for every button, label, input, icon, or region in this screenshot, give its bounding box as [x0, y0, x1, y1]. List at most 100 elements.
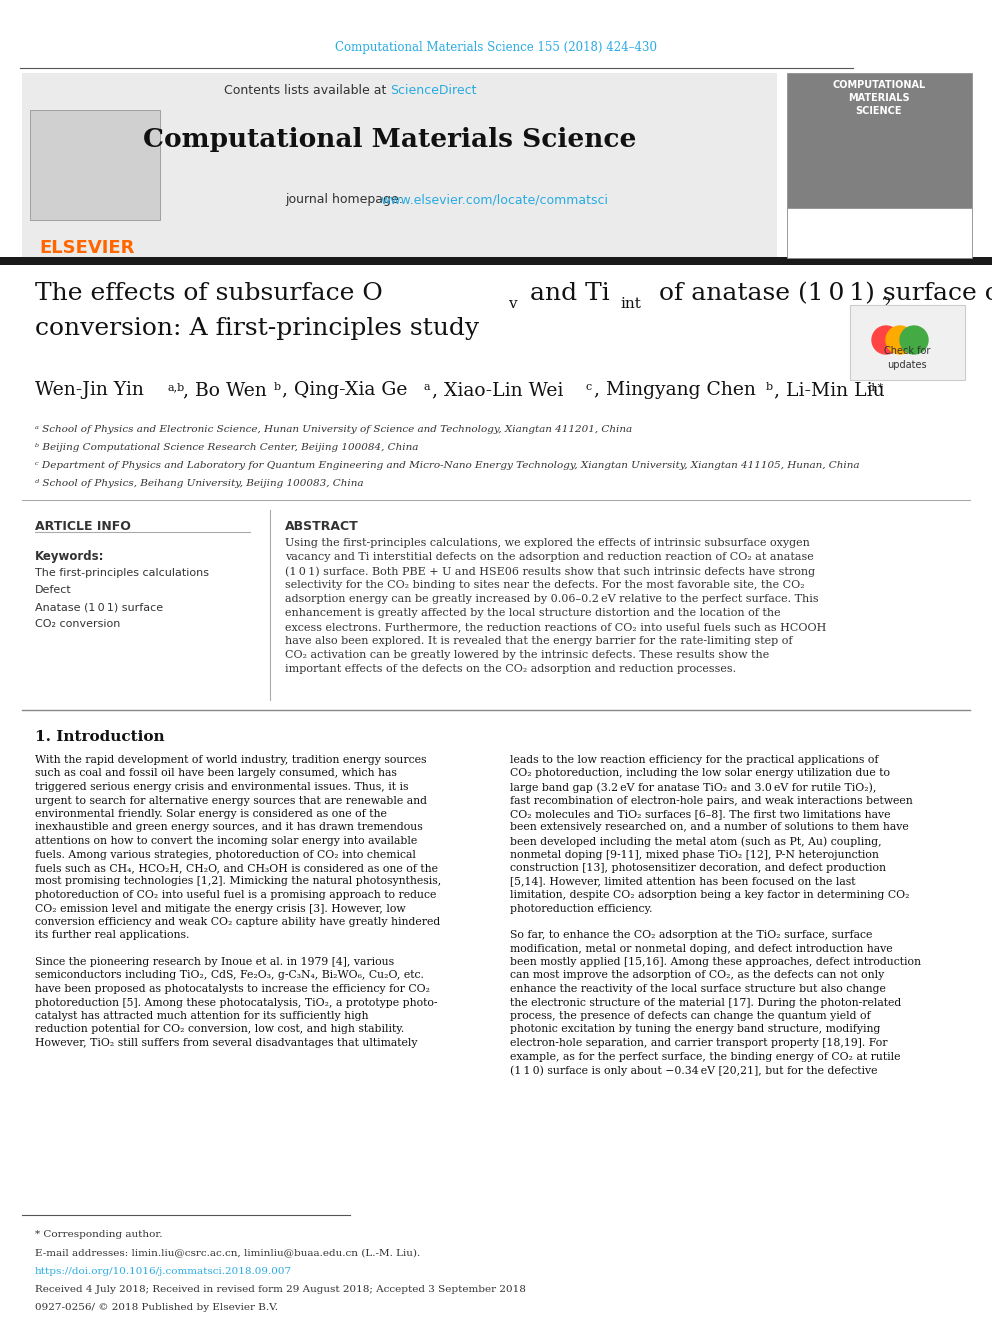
- Text: have been proposed as photocatalysts to increase the efficiency for CO₂: have been proposed as photocatalysts to …: [35, 984, 430, 994]
- Text: can most improve the adsorption of CO₂, as the defects can not only: can most improve the adsorption of CO₂, …: [510, 971, 884, 980]
- Text: b: b: [766, 382, 773, 392]
- Text: b: b: [274, 382, 281, 392]
- Text: construction [13], photosensitizer decoration, and defect production: construction [13], photosensitizer decor…: [510, 863, 886, 873]
- Text: example, as for the perfect surface, the binding energy of CO₂ at rutile: example, as for the perfect surface, the…: [510, 1052, 901, 1061]
- Circle shape: [886, 325, 914, 355]
- Text: have also been explored. It is revealed that the energy barrier for the rate-lim: have also been explored. It is revealed …: [285, 636, 793, 646]
- Text: ScienceDirect: ScienceDirect: [390, 83, 476, 97]
- Text: photoreduction of CO₂ into useful fuel is a promising approach to reduce: photoreduction of CO₂ into useful fuel i…: [35, 890, 436, 900]
- Text: conversion efficiency and weak CO₂ capture ability have greatly hindered: conversion efficiency and weak CO₂ captu…: [35, 917, 440, 927]
- Text: fuels. Among various strategies, photoreduction of CO₂ into chemical: fuels. Among various strategies, photore…: [35, 849, 416, 860]
- Text: CO₂ molecules and TiO₂ surfaces [6–8]. The first two limitations have: CO₂ molecules and TiO₂ surfaces [6–8]. T…: [510, 808, 891, 819]
- Text: ELSEVIER: ELSEVIER: [40, 239, 135, 257]
- Text: a,b: a,b: [168, 382, 186, 392]
- Text: ABSTRACT: ABSTRACT: [285, 520, 359, 533]
- Text: catalyst has attracted much attention for its sufficiently high: catalyst has attracted much attention fo…: [35, 1011, 368, 1021]
- Text: electron-hole separation, and carrier transport property [18,19]. For: electron-hole separation, and carrier tr…: [510, 1039, 888, 1048]
- Text: inexhaustible and green energy sources, and it has drawn tremendous: inexhaustible and green energy sources, …: [35, 823, 423, 832]
- Text: excess electrons. Furthermore, the reduction reactions of CO₂ into useful fuels : excess electrons. Furthermore, the reduc…: [285, 622, 826, 632]
- Text: d,*: d,*: [868, 382, 884, 392]
- Text: photonic excitation by tuning the energy band structure, modifying: photonic excitation by tuning the energy…: [510, 1024, 880, 1035]
- Text: Wen-Jin Yin: Wen-Jin Yin: [35, 381, 144, 400]
- Text: (1 0 1) surface. Both PBE + U and HSE06 results show that such intrinsic defects: (1 0 1) surface. Both PBE + U and HSE06 …: [285, 566, 815, 577]
- Text: v: v: [508, 296, 517, 311]
- Text: 0927-0256/ © 2018 Published by Elsevier B.V.: 0927-0256/ © 2018 Published by Elsevier …: [35, 1303, 278, 1312]
- Text: fuels such as CH₄, HCO₂H, CH₂O, and CH₃OH is considered as one of the: fuels such as CH₄, HCO₂H, CH₂O, and CH₃O…: [35, 863, 438, 873]
- Text: * Corresponding author.: * Corresponding author.: [35, 1230, 163, 1240]
- Text: process, the presence of defects can change the quantum yield of: process, the presence of defects can cha…: [510, 1011, 871, 1021]
- Text: CO₂ emission level and mitigate the energy crisis [3]. However, low: CO₂ emission level and mitigate the ener…: [35, 904, 406, 913]
- Text: most promising technologies [1,2]. Mimicking the natural photosynthesis,: most promising technologies [1,2]. Mimic…: [35, 877, 441, 886]
- Text: Contents lists available at: Contents lists available at: [223, 83, 390, 97]
- Bar: [22, 73, 177, 258]
- Text: Keywords:: Keywords:: [35, 550, 104, 564]
- Text: been mostly applied [15,16]. Among these approaches, defect introduction: been mostly applied [15,16]. Among these…: [510, 957, 921, 967]
- Bar: [850, 306, 965, 380]
- Circle shape: [900, 325, 928, 355]
- Bar: [30, 110, 160, 220]
- Text: , Bo Wen: , Bo Wen: [183, 381, 267, 400]
- Text: COMPUTATIONAL
MATERIALS
SCIENCE: COMPUTATIONAL MATERIALS SCIENCE: [832, 79, 926, 116]
- Text: ᵇ Beijing Computational Science Research Center, Beijing 100084, China: ᵇ Beijing Computational Science Research…: [35, 443, 419, 452]
- Text: leads to the low reaction efficiency for the practical applications of: leads to the low reaction efficiency for…: [510, 755, 879, 765]
- Text: photoreduction efficiency.: photoreduction efficiency.: [510, 904, 653, 913]
- Text: large band gap (3.2 eV for anatase TiO₂ and 3.0 eV for rutile TiO₂),: large band gap (3.2 eV for anatase TiO₂ …: [510, 782, 876, 792]
- Text: such as coal and fossil oil have been largely consumed, which has: such as coal and fossil oil have been la…: [35, 769, 397, 778]
- Text: Since the pioneering research by Inoue et al. in 1979 [4], various: Since the pioneering research by Inoue e…: [35, 957, 394, 967]
- Text: semiconductors including TiO₂, CdS, Fe₂O₃, g-C₃N₄, Bi₂WO₆, Cu₂O, etc.: semiconductors including TiO₂, CdS, Fe₂O…: [35, 971, 424, 980]
- Bar: [787, 73, 972, 258]
- Text: , Qing-Xia Ge: , Qing-Xia Ge: [282, 381, 408, 400]
- Text: urgent to search for alternative energy sources that are renewable and: urgent to search for alternative energy …: [35, 795, 427, 806]
- Text: Received 4 July 2018; Received in revised form 29 August 2018; Accepted 3 Septem: Received 4 July 2018; Received in revise…: [35, 1285, 526, 1294]
- Text: Computational Materials Science: Computational Materials Science: [143, 127, 637, 152]
- Text: been developed including the metal atom (such as Pt, Au) coupling,: been developed including the metal atom …: [510, 836, 882, 847]
- Text: been extensively researched on, and a number of solutions to them have: been extensively researched on, and a nu…: [510, 823, 909, 832]
- Text: Computational Materials Science 155 (2018) 424–430: Computational Materials Science 155 (201…: [335, 41, 657, 54]
- Text: CO₂ conversion: CO₂ conversion: [35, 619, 120, 628]
- Bar: [22, 73, 777, 258]
- Text: adsorption energy can be greatly increased by 0.06–0.2 eV relative to the perfec: adsorption energy can be greatly increas…: [285, 594, 818, 605]
- Bar: [787, 208, 972, 258]
- Text: photoreduction [5]. Among these photocatalysis, TiO₂, a prototype photo-: photoreduction [5]. Among these photocat…: [35, 998, 437, 1008]
- Text: the electronic structure of the material [17]. During the photon-related: the electronic structure of the material…: [510, 998, 902, 1008]
- Text: https://doi.org/10.1016/j.commatsci.2018.09.007: https://doi.org/10.1016/j.commatsci.2018…: [35, 1267, 292, 1275]
- Text: a: a: [424, 382, 431, 392]
- Text: journal homepage:: journal homepage:: [285, 193, 407, 206]
- Text: fast recombination of electron-hole pairs, and weak interactions between: fast recombination of electron-hole pair…: [510, 795, 913, 806]
- Text: ᶜ Department of Physics and Laboratory for Quantum Engineering and Micro-Nano En: ᶜ Department of Physics and Laboratory f…: [35, 460, 859, 470]
- Text: int: int: [620, 296, 641, 311]
- Text: However, TiO₂ still suffers from several disadvantages that ultimately: However, TiO₂ still suffers from several…: [35, 1039, 418, 1048]
- Text: conversion: A first-principles study: conversion: A first-principles study: [35, 318, 479, 340]
- Text: enhancement is greatly affected by the local structure distortion and the locati: enhancement is greatly affected by the l…: [285, 609, 781, 618]
- Text: enhance the reactivity of the local surface structure but also change: enhance the reactivity of the local surf…: [510, 984, 886, 994]
- Text: (1 1 0) surface is only about −0.34 eV [20,21], but for the defective: (1 1 0) surface is only about −0.34 eV […: [510, 1065, 878, 1076]
- Text: limitation, despite CO₂ adsorption being a key factor in determining CO₂: limitation, despite CO₂ adsorption being…: [510, 890, 910, 900]
- Text: , Xiao-Lin Wei: , Xiao-Lin Wei: [432, 381, 563, 400]
- Text: CO₂ activation can be greatly lowered by the intrinsic defects. These results sh: CO₂ activation can be greatly lowered by…: [285, 650, 769, 660]
- Text: environmental friendly. Solar energy is considered as one of the: environmental friendly. Solar energy is …: [35, 808, 387, 819]
- Text: , Mingyang Chen: , Mingyang Chen: [594, 381, 756, 400]
- Text: E-mail addresses: limin.liu@csrc.ac.cn, liminliu@buaa.edu.cn (L.-M. Liu).: E-mail addresses: limin.liu@csrc.ac.cn, …: [35, 1248, 421, 1257]
- Text: c: c: [586, 382, 592, 392]
- Text: With the rapid development of world industry, tradition energy sources: With the rapid development of world indu…: [35, 755, 427, 765]
- Text: reduction potential for CO₂ conversion, low cost, and high stability.: reduction potential for CO₂ conversion, …: [35, 1024, 405, 1035]
- Text: vacancy and Ti interstitial defects on the adsorption and reduction reaction of : vacancy and Ti interstitial defects on t…: [285, 552, 813, 562]
- Text: Using the first-principles calculations, we explored the effects of intrinsic su: Using the first-principles calculations,…: [285, 538, 809, 548]
- Text: attentions on how to convert the incoming solar energy into available: attentions on how to convert the incomin…: [35, 836, 418, 845]
- Text: ARTICLE INFO: ARTICLE INFO: [35, 520, 131, 533]
- Text: selectivity for the CO₂ binding to sites near the defects. For the most favorabl: selectivity for the CO₂ binding to sites…: [285, 579, 805, 590]
- Text: The effects of subsurface O: The effects of subsurface O: [35, 282, 383, 306]
- Bar: [0, 257, 992, 265]
- Text: CO₂ photoreduction, including the low solar energy utilization due to: CO₂ photoreduction, including the low so…: [510, 769, 890, 778]
- Text: triggered serious energy crisis and environmental issues. Thus, it is: triggered serious energy crisis and envi…: [35, 782, 409, 792]
- Text: [5,14]. However, limited attention has been focused on the last: [5,14]. However, limited attention has b…: [510, 877, 855, 886]
- Text: and Ti: and Ti: [522, 282, 610, 306]
- Text: ᵈ School of Physics, Beihang University, Beijing 100083, China: ᵈ School of Physics, Beihang University,…: [35, 479, 363, 488]
- Text: Defect: Defect: [35, 585, 71, 595]
- Text: , Li-Min Liu: , Li-Min Liu: [774, 381, 885, 400]
- Text: 2: 2: [882, 296, 892, 311]
- Text: ᵃ School of Physics and Electronic Science, Hunan University of Science and Tech: ᵃ School of Physics and Electronic Scien…: [35, 425, 632, 434]
- Text: The first-principles calculations: The first-principles calculations: [35, 568, 209, 578]
- Circle shape: [872, 325, 900, 355]
- Text: Anatase (1 0 1) surface: Anatase (1 0 1) surface: [35, 602, 163, 613]
